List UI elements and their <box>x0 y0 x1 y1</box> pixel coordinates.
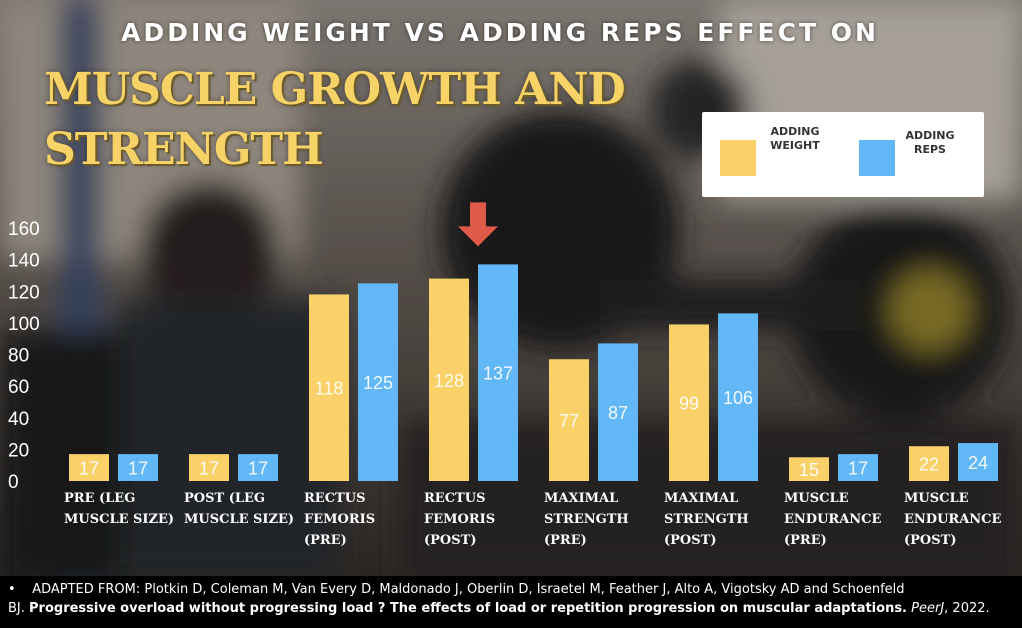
citation-authors-tail: BJ. <box>8 601 25 616</box>
citation-journal: PeerJ <box>911 601 945 616</box>
category-label: PRE (LEG <box>64 491 135 506</box>
bar-reps <box>118 454 158 481</box>
category-label: (POST) <box>424 533 476 548</box>
bar-reps <box>238 454 278 481</box>
category-label: MUSCLE <box>904 491 969 506</box>
y-tick-label: 60 <box>8 377 29 398</box>
legend-label-reps-line-2: REPS <box>914 143 946 156</box>
bar-value-label: 106 <box>723 388 753 408</box>
category-label: FEMORIS <box>424 512 495 527</box>
bar-value-label: 24 <box>968 453 988 473</box>
citation-footer: • ADAPTED FROM: Plotkin D, Coleman M, Va… <box>0 576 1022 628</box>
bar-weight <box>789 457 829 481</box>
y-tick-label: 0 <box>8 472 19 493</box>
chart-legend: ADDING WEIGHT ADDING REPS <box>702 112 984 197</box>
category-label: (PRE) <box>544 533 587 548</box>
chart-title-line-1: MUSCLE GROWTH AND <box>44 64 626 115</box>
legend-label-weight-line-2: WEIGHT <box>770 139 820 152</box>
category-label: ENDURANCE <box>904 512 1002 527</box>
bar-value-label: 87 <box>608 403 628 423</box>
y-tick-label: 160 <box>8 219 40 240</box>
bar-weight <box>69 454 109 481</box>
category-label: FEMORIS <box>304 512 375 527</box>
y-tick-label: 140 <box>8 251 40 272</box>
y-tick-label: 20 <box>8 440 29 461</box>
bar-weight <box>309 294 349 481</box>
bar-value-label: 128 <box>434 371 464 391</box>
bar-value-label: 15 <box>799 460 819 480</box>
bar-value-label: 17 <box>128 459 148 479</box>
category-label: (PRE) <box>784 533 827 548</box>
y-tick-label: 100 <box>8 314 40 335</box>
category-label: POST (LEG <box>184 491 265 506</box>
citation-line-1: • ADAPTED FROM: Plotkin D, Coleman M, Va… <box>8 580 1012 599</box>
bar-weight <box>909 446 949 481</box>
bar-reps <box>958 443 998 481</box>
category-label: RECTUS <box>424 491 485 506</box>
highlight-arrow-icon <box>458 202 498 247</box>
category-label: MUSCLE SIZE) <box>184 512 294 527</box>
category-label: MAXIMAL <box>544 491 618 506</box>
y-tick-label: 120 <box>8 282 40 303</box>
category-label: RECTUS <box>304 491 365 506</box>
y-tick-label: 40 <box>8 409 29 430</box>
category-label: MAXIMAL <box>664 491 738 506</box>
bar-reps <box>718 313 758 481</box>
bar-weight <box>549 359 589 481</box>
chart-subtitle: ADDING WEIGHT VS ADDING REPS EFFECT ON <box>121 18 879 47</box>
citation-bullet: • <box>8 582 16 597</box>
bar-reps <box>358 283 398 481</box>
bar-reps <box>478 264 518 481</box>
bar-value-label: 118 <box>315 379 344 399</box>
bar-weight <box>669 324 709 481</box>
category-label: (POST) <box>904 533 956 548</box>
citation-paper-title: Progressive overload without progressing… <box>29 601 907 616</box>
legend-label-reps: ADDING REPS <box>885 129 975 157</box>
legend-swatch-weight <box>720 140 756 176</box>
bar-value-label: 17 <box>199 459 219 479</box>
bar-value-label: 125 <box>363 373 393 393</box>
legend-swatch-reps <box>859 140 895 176</box>
category-label: MUSCLE <box>784 491 849 506</box>
category-label: MUSCLE SIZE) <box>64 512 174 527</box>
chart-title-line-2: STRENGTH <box>44 124 324 175</box>
bar-weight <box>189 454 229 481</box>
chart-title: MUSCLE GROWTH AND STRENGTH <box>44 60 644 180</box>
y-tick-label: 80 <box>8 346 29 367</box>
bar-value-label: 17 <box>248 459 268 479</box>
legend-label-reps-line-1: ADDING <box>905 129 955 142</box>
citation-year: , 2022. <box>944 601 990 616</box>
citation-lead: ADAPTED FROM: Plotkin D, Coleman M, Van … <box>32 582 905 597</box>
bar-value-label: 17 <box>79 459 99 479</box>
legend-label-weight-line-1: ADDING <box>770 125 820 138</box>
category-label: STRENGTH <box>544 512 629 527</box>
legend-label-weight: ADDING WEIGHT <box>750 125 840 153</box>
category-label: STRENGTH <box>664 512 749 527</box>
bar-reps <box>838 454 878 481</box>
bar-value-label: 22 <box>919 455 939 475</box>
citation-line-2: BJ. Progressive overload without progres… <box>8 599 1012 618</box>
bar-value-label: 17 <box>848 459 868 479</box>
bar-value-label: 99 <box>679 394 699 414</box>
bar-value-label: 137 <box>483 364 513 384</box>
category-label: ENDURANCE <box>784 512 882 527</box>
bar-weight <box>429 278 469 481</box>
category-label: (POST) <box>664 533 716 548</box>
bar-reps <box>598 343 638 481</box>
bar-value-label: 77 <box>559 411 579 431</box>
category-label: (PRE) <box>304 533 347 548</box>
